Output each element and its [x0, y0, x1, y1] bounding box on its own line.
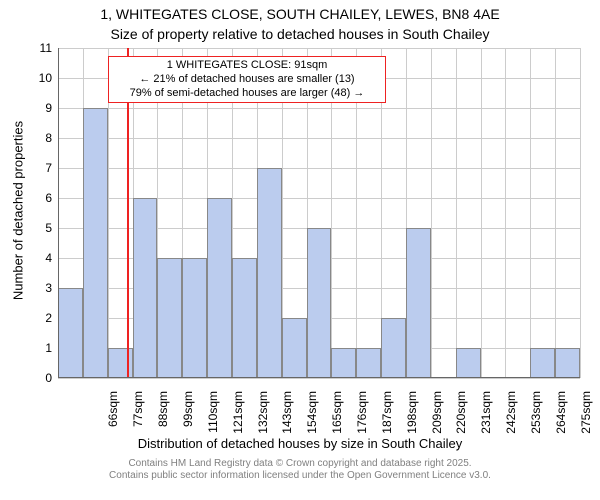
x-tick-label: 220sqm — [454, 391, 468, 441]
histogram-bar — [530, 348, 555, 378]
histogram-bar — [157, 258, 182, 378]
x-tick-label: 176sqm — [355, 391, 369, 441]
gridline-v — [481, 48, 482, 378]
histogram-bar — [555, 348, 580, 378]
y-tick-label: 7 — [30, 161, 52, 175]
x-tick-label: 110sqm — [206, 391, 220, 441]
chart-footer: Contains HM Land Registry data © Crown c… — [0, 458, 600, 482]
x-tick-label: 242sqm — [504, 391, 518, 441]
axis-line-bottom — [58, 377, 580, 378]
x-tick-label: 121sqm — [231, 391, 245, 441]
gridline-v — [456, 48, 457, 378]
gridline-v — [580, 48, 581, 378]
footer-line1: Contains HM Land Registry data © Crown c… — [0, 458, 600, 470]
x-tick-label: 231sqm — [479, 391, 493, 441]
y-tick-label: 4 — [30, 251, 52, 265]
gridline-h — [58, 108, 580, 109]
x-tick-label: 198sqm — [405, 391, 419, 441]
x-axis-label: Distribution of detached houses by size … — [0, 436, 600, 451]
annotation-line3: 79% of semi-detached houses are larger (… — [113, 87, 381, 101]
x-tick-label: 154sqm — [305, 391, 319, 441]
gridline-h — [58, 168, 580, 169]
axis-line-left — [58, 48, 59, 378]
gridline-h — [58, 378, 580, 379]
y-tick-label: 5 — [30, 221, 52, 235]
y-tick-label: 8 — [30, 131, 52, 145]
histogram-bar — [282, 318, 307, 378]
x-tick-label: 66sqm — [106, 391, 120, 441]
histogram-bar — [331, 348, 356, 378]
gridline-v — [431, 48, 432, 378]
histogram-bar — [207, 198, 232, 378]
histogram-bar — [232, 258, 257, 378]
x-tick-label: 77sqm — [131, 391, 145, 441]
gridline-v — [505, 48, 506, 378]
chart-title-line2: Size of property relative to detached ho… — [0, 26, 600, 42]
footer-line2: Contains public sector information licen… — [0, 470, 600, 482]
gridline-v — [555, 48, 556, 378]
y-tick-label: 1 — [30, 341, 52, 355]
x-tick-label: 264sqm — [554, 391, 568, 441]
chart-title-line1: 1, WHITEGATES CLOSE, SOUTH CHAILEY, LEWE… — [0, 6, 600, 22]
chart-container: { "title_line1": "1, WHITEGATES CLOSE, S… — [0, 0, 600, 500]
histogram-bar — [257, 168, 282, 378]
x-tick-label: 209sqm — [430, 391, 444, 441]
histogram-bar — [83, 108, 108, 378]
y-tick-label: 9 — [30, 101, 52, 115]
gridline-v — [530, 48, 531, 378]
annotation-line2: ← 21% of detached houses are smaller (13… — [113, 73, 381, 87]
x-tick-label: 99sqm — [181, 391, 195, 441]
x-tick-label: 253sqm — [529, 391, 543, 441]
gridline-h — [58, 48, 580, 49]
histogram-bar — [182, 258, 207, 378]
y-axis-label: Number of detached properties — [11, 91, 26, 331]
y-tick-label: 10 — [30, 71, 52, 85]
histogram-bar — [356, 348, 381, 378]
y-tick-label: 2 — [30, 311, 52, 325]
histogram-bar — [406, 228, 431, 378]
histogram-bar — [133, 198, 158, 378]
x-tick-label: 88sqm — [156, 391, 170, 441]
x-tick-label: 275sqm — [579, 391, 593, 441]
y-tick-label: 0 — [30, 371, 52, 385]
plot-area: 1 WHITEGATES CLOSE: 91sqm← 21% of detach… — [58, 48, 580, 378]
x-tick-label: 187sqm — [380, 391, 394, 441]
y-tick-label: 6 — [30, 191, 52, 205]
histogram-bar — [381, 318, 406, 378]
histogram-bar — [307, 228, 332, 378]
x-tick-label: 165sqm — [330, 391, 344, 441]
x-tick-label: 143sqm — [280, 391, 294, 441]
gridline-h — [58, 138, 580, 139]
y-tick-label: 11 — [30, 41, 52, 55]
histogram-bar — [58, 288, 83, 378]
annotation-line1: 1 WHITEGATES CLOSE: 91sqm — [113, 59, 381, 73]
annotation-box: 1 WHITEGATES CLOSE: 91sqm← 21% of detach… — [108, 56, 386, 103]
y-tick-label: 3 — [30, 281, 52, 295]
histogram-bar — [456, 348, 481, 378]
x-tick-label: 132sqm — [256, 391, 270, 441]
